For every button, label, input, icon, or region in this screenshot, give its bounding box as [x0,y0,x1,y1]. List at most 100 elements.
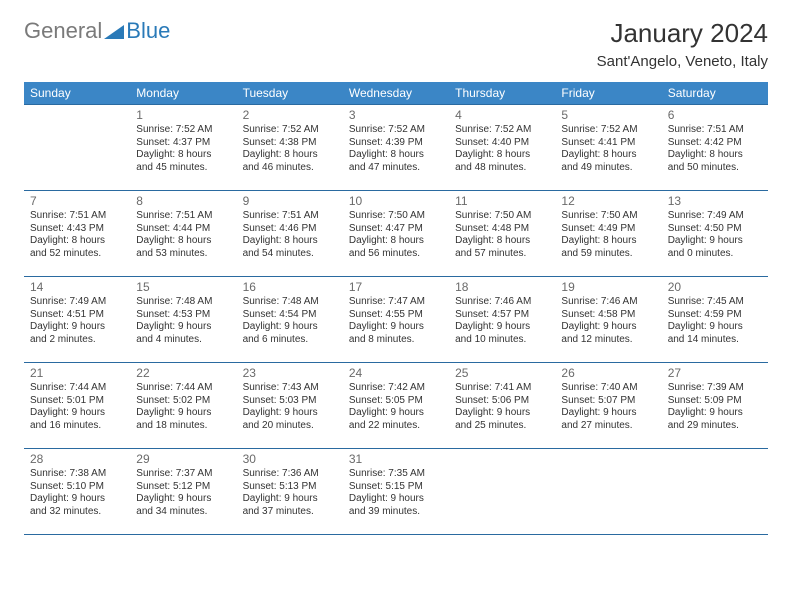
weekday-header: Monday [130,82,236,105]
calendar-day-empty [662,449,768,535]
calendar-day: 13Sunrise: 7:49 AMSunset: 4:50 PMDayligh… [662,191,768,277]
calendar-day: 4 Sunrise: 7:52 AMSunset: 4:40 PMDaylight… [449,105,555,191]
day-details: Sunrise: 7:49 AMSunset: 4:50 PMDaylight:… [668,210,762,260]
day-number: 27 [668,366,762,380]
day-number: 8 [136,194,230,208]
day-number: 14 [30,280,124,294]
day-details: Sunrise: 7:47 AMSunset: 4:55 PMDaylight:… [349,296,443,346]
calendar-day-empty [555,449,661,535]
day-number: 16 [243,280,337,294]
weekday-header: Friday [555,82,661,105]
day-number: 6 [668,108,762,122]
day-number: 1 [136,108,230,122]
page-title: January 2024 [597,18,768,49]
day-details: Sunrise: 7:43 AMSunset: 5:03 PMDaylight:… [243,382,337,432]
day-details: Sunrise: 7:51 AMSunset: 4:44 PMDaylight:… [136,210,230,260]
calendar-day: 8 Sunrise: 7:51 AMSunset: 4:44 PMDaylight… [130,191,236,277]
weekday-header: Thursday [449,82,555,105]
day-details: Sunrise: 7:50 AMSunset: 4:47 PMDaylight:… [349,210,443,260]
calendar-day: 26 Sunrise: 7:40 AMSunset: 5:07 PMDayligh… [555,363,661,449]
day-details: Sunrise: 7:40 AMSunset: 5:07 PMDaylight:… [561,382,655,432]
day-details: Sunrise: 7:41 AMSunset: 5:06 PMDaylight:… [455,382,549,432]
day-details: Sunrise: 7:45 AMSunset: 4:59 PMDaylight:… [668,296,762,346]
day-details: Sunrise: 7:52 AMSunset: 4:40 PMDaylight:… [455,124,549,174]
day-details: Sunrise: 7:36 AMSunset: 5:13 PMDaylight:… [243,468,337,518]
logo-text-general: General [24,18,102,44]
calendar-row: 21 Sunrise: 7:44 AMSunset: 5:01 PMDayligh… [24,363,768,449]
calendar-day: 18Sunrise: 7:46 AMSunset: 4:57 PMDayligh… [449,277,555,363]
day-number: 20 [668,280,762,294]
day-details: Sunrise: 7:46 AMSunset: 4:58 PMDaylight:… [561,296,655,346]
day-number: 15 [136,280,230,294]
day-details: Sunrise: 7:48 AMSunset: 4:54 PMDaylight:… [243,296,337,346]
weekday-header: Sunday [24,82,130,105]
calendar-day: 7 Sunrise: 7:51 AMSunset: 4:43 PMDaylight… [24,191,130,277]
calendar-day: 14 Sunrise: 7:49 AMSunset: 4:51 PMDayligh… [24,277,130,363]
day-number: 7 [30,194,124,208]
calendar-row: 28 Sunrise: 7:38 AMSunset: 5:10 PMDayligh… [24,449,768,535]
calendar-day: 28 Sunrise: 7:38 AMSunset: 5:10 PMDayligh… [24,449,130,535]
calendar-day: 24Sunrise: 7:42 AMSunset: 5:05 PMDayligh… [343,363,449,449]
day-number: 19 [561,280,655,294]
day-details: Sunrise: 7:51 AMSunset: 4:43 PMDaylight:… [30,210,124,260]
calendar-day: 11 Sunrise: 7:50 AMSunset: 4:48 PMDayligh… [449,191,555,277]
calendar-body: 1 Sunrise: 7:52 AMSunset: 4:37 PMDaylight… [24,105,768,535]
calendar-day: 21 Sunrise: 7:44 AMSunset: 5:01 PMDayligh… [24,363,130,449]
calendar-day: 25 Sunrise: 7:41 AMSunset: 5:06 PMDayligh… [449,363,555,449]
calendar-day: 9 Sunrise: 7:51 AMSunset: 4:46 PMDaylight… [237,191,343,277]
day-details: Sunrise: 7:44 AMSunset: 5:01 PMDaylight:… [30,382,124,432]
day-number: 9 [243,194,337,208]
calendar-row: 7 Sunrise: 7:51 AMSunset: 4:43 PMDaylight… [24,191,768,277]
logo: General Blue [24,18,170,44]
day-number: 3 [349,108,443,122]
day-number: 2 [243,108,337,122]
calendar-day: 17 Sunrise: 7:47 AMSunset: 4:55 PMDayligh… [343,277,449,363]
day-number: 28 [30,452,124,466]
day-details: Sunrise: 7:46 AMSunset: 4:57 PMDaylight:… [455,296,549,346]
calendar-day: 10Sunrise: 7:50 AMSunset: 4:47 PMDayligh… [343,191,449,277]
calendar-day: 23 Sunrise: 7:43 AMSunset: 5:03 PMDayligh… [237,363,343,449]
day-number: 23 [243,366,337,380]
calendar-day: 16 Sunrise: 7:48 AMSunset: 4:54 PMDayligh… [237,277,343,363]
day-number: 25 [455,366,549,380]
calendar-row: 14 Sunrise: 7:49 AMSunset: 4:51 PMDayligh… [24,277,768,363]
day-number: 11 [455,194,549,208]
calendar-day: 12Sunrise: 7:50 AMSunset: 4:49 PMDayligh… [555,191,661,277]
calendar-day: 22Sunrise: 7:44 AMSunset: 5:02 PMDayligh… [130,363,236,449]
day-number: 4 [455,108,549,122]
calendar-day: 27Sunrise: 7:39 AMSunset: 5:09 PMDayligh… [662,363,768,449]
day-details: Sunrise: 7:51 AMSunset: 4:42 PMDaylight:… [668,124,762,174]
day-details: Sunrise: 7:52 AMSunset: 4:41 PMDaylight:… [561,124,655,174]
day-number: 26 [561,366,655,380]
location: Sant'Angelo, Veneto, Italy [597,53,768,70]
day-details: Sunrise: 7:37 AMSunset: 5:12 PMDaylight:… [136,468,230,518]
calendar-day: 2Sunrise: 7:52 AMSunset: 4:38 PMDaylight… [237,105,343,191]
calendar-table: SundayMondayTuesdayWednesdayThursdayFrid… [24,82,768,535]
header: General Blue January 2024 Sant'Angelo, V… [24,18,768,70]
day-number: 21 [30,366,124,380]
day-number: 22 [136,366,230,380]
day-details: Sunrise: 7:50 AMSunset: 4:48 PMDaylight:… [455,210,549,260]
calendar-day: 19 Sunrise: 7:46 AMSunset: 4:58 PMDayligh… [555,277,661,363]
calendar-day: 31Sunrise: 7:35 AMSunset: 5:15 PMDayligh… [343,449,449,535]
day-number: 30 [243,452,337,466]
day-details: Sunrise: 7:52 AMSunset: 4:37 PMDaylight:… [136,124,230,174]
calendar-day: 29Sunrise: 7:37 AMSunset: 5:12 PMDayligh… [130,449,236,535]
day-details: Sunrise: 7:52 AMSunset: 4:39 PMDaylight:… [349,124,443,174]
day-details: Sunrise: 7:38 AMSunset: 5:10 PMDaylight:… [30,468,124,518]
day-number: 24 [349,366,443,380]
weekday-header: Wednesday [343,82,449,105]
calendar-row: 1 Sunrise: 7:52 AMSunset: 4:37 PMDaylight… [24,105,768,191]
day-number: 5 [561,108,655,122]
title-block: January 2024 Sant'Angelo, Veneto, Italy [597,18,768,70]
day-details: Sunrise: 7:50 AMSunset: 4:49 PMDaylight:… [561,210,655,260]
day-details: Sunrise: 7:49 AMSunset: 4:51 PMDaylight:… [30,296,124,346]
calendar-day: 30 Sunrise: 7:36 AMSunset: 5:13 PMDayligh… [237,449,343,535]
day-details: Sunrise: 7:51 AMSunset: 4:46 PMDaylight:… [243,210,337,260]
weekday-header: Tuesday [237,82,343,105]
day-number: 17 [349,280,443,294]
calendar-day: 6 Sunrise: 7:51 AMSunset: 4:42 PMDaylight… [662,105,768,191]
calendar-day: 3 Sunrise: 7:52 AMSunset: 4:39 PMDaylight… [343,105,449,191]
weekday-header: Saturday [662,82,768,105]
calendar-day: 1 Sunrise: 7:52 AMSunset: 4:37 PMDaylight… [130,105,236,191]
